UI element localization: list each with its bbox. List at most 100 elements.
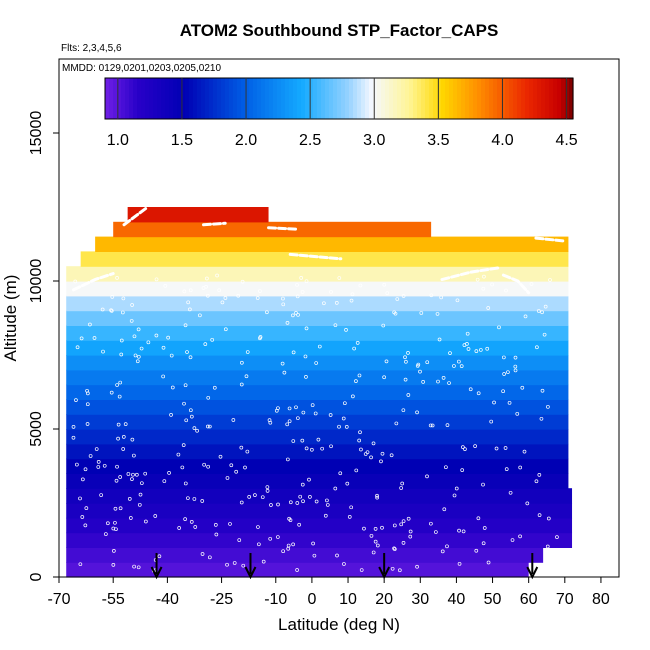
- colorbar-segment: [313, 78, 318, 119]
- colorbar-segment: [217, 78, 222, 119]
- sample-marker: [425, 474, 429, 479]
- colorbar-segment: [409, 78, 414, 119]
- sample-marker: [445, 423, 450, 427]
- sample-marker: [362, 526, 366, 531]
- flights-label: Flts: 2,3,4,5,6: [61, 43, 122, 54]
- sample-marker: [285, 422, 290, 427]
- sample-marker: [344, 425, 349, 429]
- flight-track: [440, 266, 502, 282]
- sample-marker: [382, 282, 387, 287]
- sample-marker: [136, 565, 141, 570]
- colorbar-segment: [209, 78, 214, 119]
- altitude-band: [113, 221, 432, 238]
- sample-marker: [334, 301, 339, 305]
- sample-marker: [310, 403, 315, 407]
- sample-marker: [182, 401, 186, 406]
- sample-marker: [357, 373, 362, 378]
- colorbar-segment: [201, 78, 206, 119]
- sample-marker: [502, 372, 506, 376]
- colorbar-segment: [165, 78, 170, 119]
- colorbar-segment: [105, 78, 110, 119]
- sample-marker: [536, 309, 541, 313]
- sample-marker: [486, 306, 491, 310]
- colorbar-segment: [397, 78, 402, 119]
- sample-marker: [545, 544, 550, 549]
- sample-marker: [75, 345, 80, 350]
- colorbar-segment: [341, 78, 346, 119]
- altitude-band: [66, 310, 569, 326]
- sample-marker: [96, 465, 101, 469]
- sample-marker: [192, 426, 197, 430]
- sample-marker: [522, 449, 527, 454]
- sample-marker: [418, 369, 422, 374]
- sample-marker: [508, 490, 513, 495]
- x-tick-label: 20: [375, 591, 393, 608]
- colorbar-segment: [121, 78, 126, 119]
- sample-marker: [304, 326, 309, 331]
- colorbar-segment: [297, 78, 302, 119]
- colorbar-segment: [265, 78, 270, 119]
- sample-marker: [181, 443, 186, 447]
- colorbar-segment: [365, 78, 370, 119]
- colorbar-segment: [405, 78, 410, 119]
- sample-marker: [400, 481, 405, 486]
- sample-marker: [325, 498, 329, 503]
- sample-marker: [322, 301, 326, 306]
- y-tick-label: 5000: [28, 411, 45, 447]
- sample-marker: [452, 364, 456, 368]
- sample-marker: [195, 428, 199, 433]
- sample-marker: [239, 382, 244, 387]
- sample-marker: [394, 421, 399, 426]
- sample-marker: [180, 465, 185, 470]
- sample-marker: [325, 503, 330, 507]
- sample-marker: [223, 296, 228, 300]
- sample-marker: [382, 375, 386, 380]
- sample-marker: [206, 424, 210, 429]
- sample-marker: [314, 499, 319, 504]
- sample-marker: [311, 541, 315, 546]
- colorbar-segment: [533, 78, 538, 119]
- sample-marker: [465, 342, 469, 346]
- sample-marker: [130, 477, 134, 481]
- colorbar-tick-label: 1.0: [107, 132, 129, 149]
- sample-marker: [214, 532, 219, 537]
- sample-marker: [518, 534, 522, 539]
- sample-marker: [338, 471, 343, 476]
- sample-marker: [202, 462, 206, 467]
- sample-marker: [490, 282, 494, 287]
- sample-marker: [78, 496, 82, 501]
- sample-marker: [229, 463, 234, 468]
- altitude-band: [66, 295, 569, 312]
- sample-marker: [184, 418, 189, 423]
- sample-marker: [506, 370, 510, 375]
- sample-marker: [130, 303, 134, 307]
- colorbar-frame: [104, 77, 574, 120]
- altitude-band: [66, 503, 573, 519]
- sample-marker: [240, 279, 245, 284]
- x-tick-label: -10: [264, 591, 287, 608]
- sample-marker: [408, 529, 413, 534]
- sample-marker: [314, 361, 319, 365]
- sample-marker: [373, 539, 378, 544]
- sample-marker: [94, 447, 99, 451]
- sample-marker: [138, 492, 143, 497]
- sample-marker: [161, 345, 166, 350]
- sample-marker: [507, 400, 512, 405]
- sample-marker: [166, 335, 170, 340]
- colorbar-segment: [213, 78, 218, 119]
- colorbar-segment: [565, 78, 570, 119]
- colorbar-segment: [545, 78, 550, 119]
- sample-marker: [481, 482, 485, 487]
- sample-marker: [494, 446, 499, 451]
- sample-marker: [119, 338, 124, 343]
- sample-marker: [116, 436, 120, 441]
- sample-marker: [285, 321, 290, 325]
- sample-marker: [188, 288, 193, 293]
- sample-marker: [225, 476, 230, 480]
- sample-marker: [397, 568, 402, 573]
- sample-marker: [113, 520, 117, 525]
- sample-marker: [529, 282, 534, 286]
- colorbar-segment: [145, 78, 150, 119]
- altitude-band: [66, 325, 569, 341]
- sample-marker: [268, 536, 273, 541]
